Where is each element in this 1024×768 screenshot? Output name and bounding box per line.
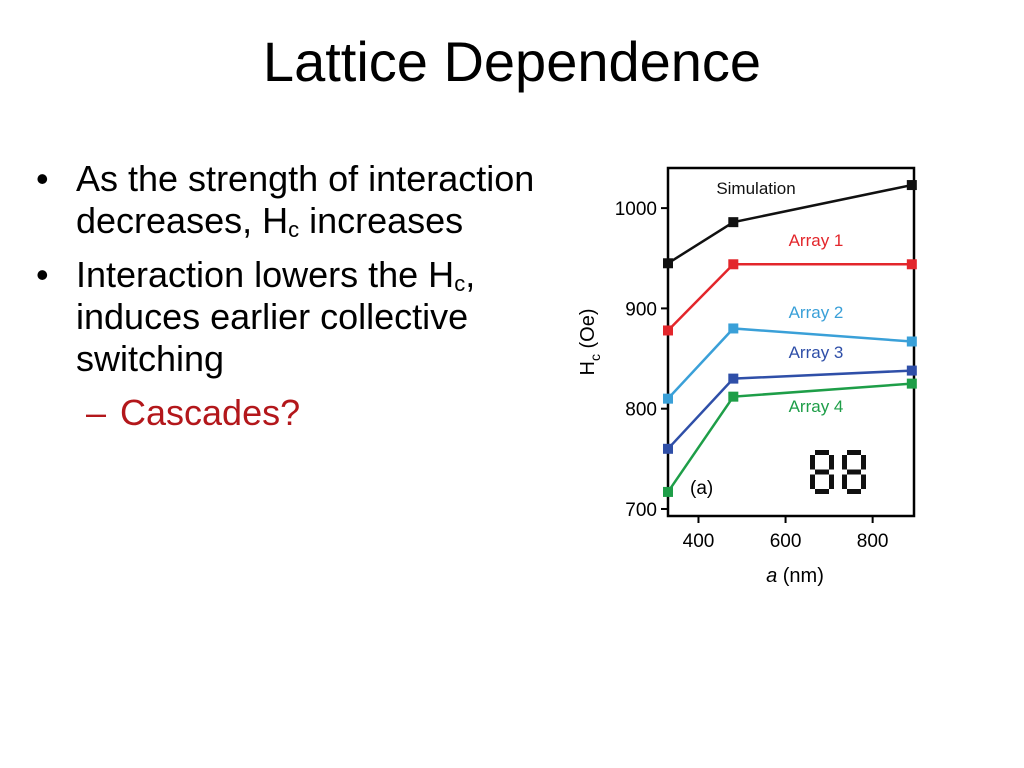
data-point [663,443,673,454]
bullet-text: Interaction lowers the H [76,254,455,295]
data-point [728,391,739,402]
y-axis-label-symbol: H [577,361,599,375]
data-point [906,365,917,376]
lattice-segment [861,455,866,470]
sub-bullet-cascades: – Cascades? [36,392,556,434]
bullet-list: • As the strength of interaction decreas… [36,158,556,434]
bullet-item-1: • As the strength of interaction decreas… [36,158,556,242]
lattice-segment [829,474,834,489]
x-tick-label: 800 [857,531,889,552]
x-tick-label: 600 [770,531,802,552]
data-point [663,258,673,269]
lattice-segment [829,455,834,470]
series-line [667,327,912,400]
data-point [906,259,917,270]
lattice-segment [815,450,829,455]
lattice-segment [842,474,847,489]
lattice-segment [815,469,829,475]
lattice-segment [861,474,866,489]
y-axis-label-subscript: c [587,354,603,361]
hc-vs-lattice-chart: 700 800 900 1000 400 600 800 Simulation Array 1 A… [577,166,917,587]
lattice-segment [842,455,847,470]
series-label: Array 3 [789,343,844,362]
bullet-text: increases [299,200,464,241]
plot-frame [666,166,916,518]
series-label: Array 1 [789,231,844,250]
x-axis-label-symbol: a [766,565,777,587]
lattice-segment [815,489,829,494]
data-point [663,325,673,336]
data-point [663,393,673,404]
bullet-text: As the strength of interaction decreases… [76,158,535,241]
series-label: Array 2 [789,303,844,322]
y-tick-label: 1000 [615,199,657,220]
y-axis-label: Hc (Oe) [577,308,603,375]
slide-title: Lattice Dependence [262,30,762,93]
y-tick-label: 800 [625,400,657,421]
data-point [906,336,917,347]
bullet-dot: • [36,254,49,295]
sub-bullet-text: Cascades? [120,392,301,433]
lattice-segment [810,455,815,470]
data-point [728,323,739,334]
subscript: c [454,271,466,296]
plot-layer: 700 800 900 1000 400 600 800 Simulation Array 1 A… [615,166,917,552]
lattice-segment [847,469,861,475]
data-point [728,373,739,384]
series-label: Simulation [716,179,795,198]
panel-label: (a) [690,478,713,499]
data-point [728,217,739,228]
y-tick-label: 900 [625,299,657,320]
data-point [906,180,917,191]
bullet-text: , induces earlier collective switching [76,254,476,379]
y-axis-label-unit: (Oe) [577,308,599,354]
x-tick-label: 400 [683,531,715,552]
lattice-segment [847,489,861,494]
x-axis-label-unit: (nm) [777,565,824,587]
y-tick-label: 700 [625,500,657,521]
data-point [728,259,739,270]
lattice-array-icon [810,450,866,494]
dash-marker: – [86,392,107,433]
x-axis-label: a (nm) [766,565,824,587]
lattice-segment [847,450,861,455]
bullet-dot: • [36,158,49,199]
bullet-item-2: • Interaction lowers the Hc, induces ear… [36,254,556,380]
lattice-segment [810,474,815,489]
series-label: Array 4 [789,397,844,416]
data-point [906,378,917,389]
data-point [663,486,673,497]
subscript: c [288,217,300,242]
